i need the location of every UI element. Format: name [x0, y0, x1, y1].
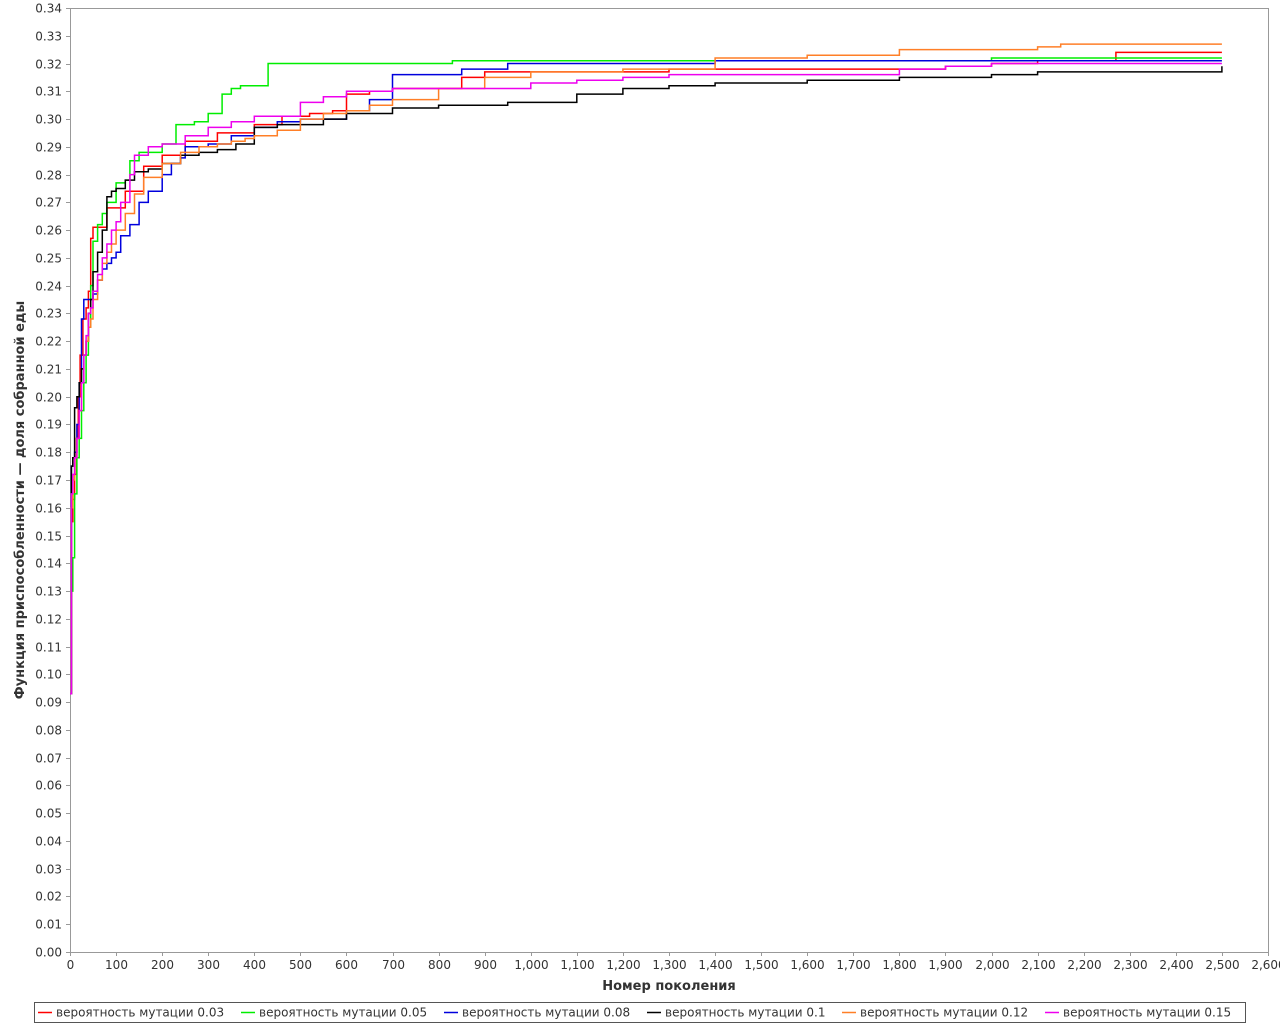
- y-tick-label: 0.03: [35, 863, 62, 877]
- x-tick-label: 1,700: [836, 958, 870, 972]
- x-tick-label: 2,200: [1067, 958, 1101, 972]
- y-tick-label: 0.10: [35, 668, 62, 682]
- x-tick-label: 1,300: [652, 958, 686, 972]
- y-tick-label: 0.30: [35, 113, 62, 127]
- legend-label-3: вероятность мутации 0.1: [665, 1006, 825, 1020]
- axes: 0.00 0.01 0.02 0.03 0.04 0.05 0.06 0.07 0.08 0.09…: [35, 2, 1280, 973]
- y-tick-label: 0.11: [35, 641, 62, 655]
- y-tick-label: 0.02: [35, 890, 62, 904]
- y-tick-label: 0.12: [35, 613, 62, 627]
- legend-label-5: вероятность мутации 0.15: [1063, 1006, 1231, 1020]
- x-tick-label: 1,500: [744, 958, 778, 972]
- y-tick-label: 0.18: [35, 446, 62, 460]
- legend-label-0: вероятность мутации 0.03: [56, 1006, 224, 1020]
- y-tick-label: 0.27: [35, 196, 62, 210]
- x-tick-label: 400: [243, 958, 266, 972]
- x-tick-label: 1,000: [514, 958, 548, 972]
- legend-label-4: вероятность мутации 0.12: [860, 1006, 1028, 1020]
- y-tick-label: 0.29: [35, 141, 62, 155]
- y-tick-label: 0.31: [35, 85, 62, 99]
- x-tick-label: 1,200: [606, 958, 640, 972]
- x-tick-label: 2,100: [1021, 958, 1055, 972]
- x-tick-label: 0: [67, 958, 75, 972]
- y-tick-label: 0.05: [35, 807, 62, 821]
- y-tick-label: 0.28: [35, 169, 62, 183]
- x-tick-label: 200: [151, 958, 174, 972]
- y-tick-label: 0.01: [35, 918, 62, 932]
- y-tick-label: 0.25: [35, 252, 62, 266]
- x-tick-label: 1,800: [882, 958, 916, 972]
- y-axis-title: Функция приспособленности — доля собранн…: [13, 301, 28, 699]
- y-tick-label: 0.22: [35, 335, 62, 349]
- series-lines: [70, 43, 1223, 695]
- legend-box: [34, 1002, 1246, 1023]
- x-tick-label: 1,900: [928, 958, 962, 972]
- y-tick-label: 0.15: [35, 530, 62, 544]
- x-tick-label: 300: [197, 958, 220, 972]
- x-tick-label: 1,600: [790, 958, 824, 972]
- series-line-2: [70, 60, 1222, 695]
- y-tick-label: 0.20: [35, 391, 62, 405]
- x-tick-label: 2,000: [975, 958, 1009, 972]
- y-tick-label: 0.23: [35, 307, 62, 321]
- y-tick-label: 0.32: [35, 58, 62, 72]
- series-line-5: [70, 62, 1222, 695]
- legend-label-1: вероятность мутации 0.05: [259, 1006, 427, 1020]
- y-tick-label: 0.04: [35, 835, 62, 849]
- y-tick-label: 0.09: [35, 696, 62, 710]
- y-tick-label: 0.07: [35, 752, 62, 766]
- x-tick-label: 1,100: [560, 958, 594, 972]
- legend-label-2: вероятность мутации 0.08: [462, 1006, 630, 1020]
- legend: вероятность мутации 0.03 вероятность мута…: [34, 1002, 1246, 1023]
- x-tick-label: 2,300: [1113, 958, 1147, 972]
- y-tick-label: 0.21: [35, 363, 62, 377]
- x-tick-label: 2,400: [1159, 958, 1193, 972]
- x-tick-label: 1,400: [698, 958, 732, 972]
- x-tick-label: 600: [335, 958, 358, 972]
- y-tick-label: 0.19: [35, 418, 62, 432]
- x-tick-label: 700: [382, 958, 405, 972]
- y-tick-label: 0.26: [35, 224, 62, 238]
- x-tick-label: 500: [289, 958, 312, 972]
- x-tick-label: 2,600: [1251, 958, 1280, 972]
- y-tick-label: 0.16: [35, 502, 62, 516]
- y-tick-label: 0.24: [35, 280, 62, 294]
- x-axis-title: Номер поколения: [602, 979, 736, 994]
- y-tick-label: 0.17: [35, 474, 62, 488]
- y-tick-label: 0.08: [35, 724, 62, 738]
- y-tick-label: 0.33: [35, 30, 62, 44]
- y-tick-label: 0.06: [35, 779, 62, 793]
- x-tick-label: 800: [428, 958, 451, 972]
- plot-area: [70, 8, 1269, 953]
- y-tick-label: 0.00: [35, 946, 62, 960]
- y-tick-label: 0.13: [35, 585, 62, 599]
- x-tick-label: 900: [474, 958, 497, 972]
- x-tick-label: 2,500: [1205, 958, 1239, 972]
- y-tick-label: 0.34: [35, 2, 62, 16]
- y-tick-label: 0.14: [35, 557, 62, 571]
- x-tick-label: 100: [105, 958, 128, 972]
